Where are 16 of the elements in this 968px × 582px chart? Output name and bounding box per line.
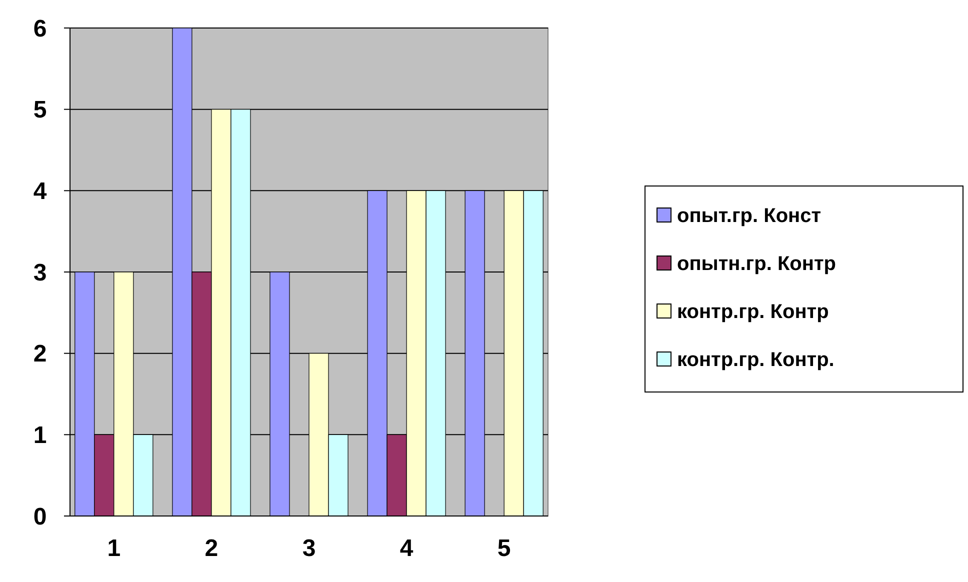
- x-tick-label: 4: [400, 535, 414, 562]
- y-tick-label: 3: [33, 259, 47, 286]
- y-tick-label: 1: [33, 422, 47, 450]
- legend-label: опытн.гр. Контр: [677, 253, 836, 275]
- x-tick-label: 2: [204, 535, 218, 562]
- x-tick-label: 3: [302, 535, 316, 562]
- legend-label: контр.гр. Контр: [677, 301, 829, 323]
- y-tick-label: 6: [33, 15, 47, 42]
- x-tick-label: 5: [497, 535, 511, 562]
- y-tick-label: 2: [33, 340, 47, 368]
- y-tick-label: 4: [33, 178, 48, 206]
- legend-label: контр.гр. Контр.: [677, 349, 834, 371]
- legend-label: опыт.гр. Конст: [677, 205, 822, 227]
- y-tick-label: 5: [33, 96, 47, 124]
- x-tick-label: 1: [107, 535, 121, 562]
- y-tick-label: 0: [33, 503, 47, 530]
